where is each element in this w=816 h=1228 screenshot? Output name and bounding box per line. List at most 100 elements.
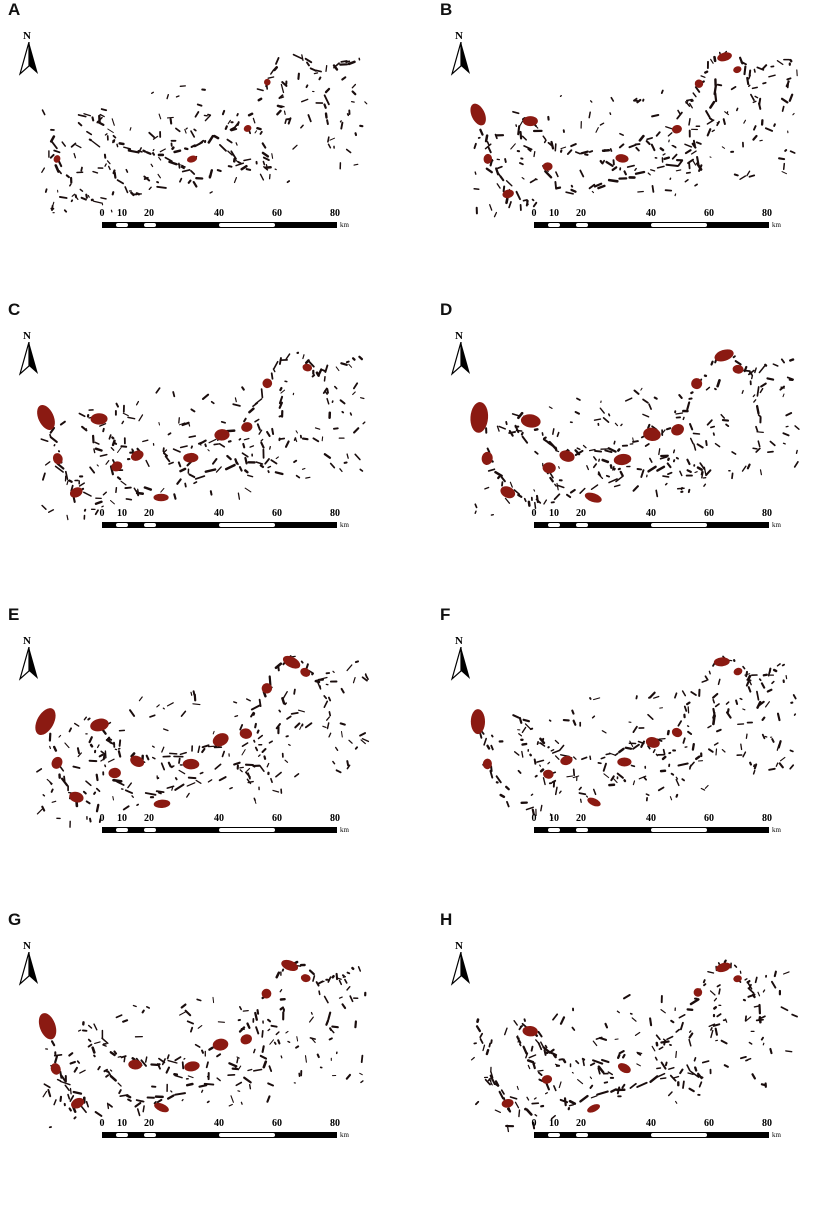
stream-fragment [359,468,364,472]
stream-fragment [365,673,368,678]
stream-fragment [558,1081,562,1089]
stream-segment [696,1074,704,1079]
stream-segment [87,717,91,721]
stream-fragment [532,1121,536,1130]
stream-fragment [76,1060,81,1064]
stream-segment [590,1095,598,1099]
hotspot-area [261,683,273,694]
stream-segment [207,745,218,748]
stream-segment [116,780,125,786]
stream-segment [479,1038,484,1044]
hotspot-area [90,718,109,732]
stream-fragment [36,768,43,773]
stream-fragment [217,1021,225,1023]
stream-fragment [151,745,155,748]
stream-fragment [776,744,780,751]
stream-segment [665,427,672,431]
scale-unit: km [340,1131,349,1139]
stream-fragment [273,1041,277,1045]
stream-fragment [97,1065,101,1071]
stream-segment [679,1068,684,1075]
panel-letter: D [440,300,453,319]
stream-fragment [591,190,595,194]
stream-segment [111,436,115,440]
hotspot-area [470,402,489,433]
north-label: N [23,30,31,42]
stream-fragment [675,456,679,460]
stream-fragment [351,100,355,103]
stream-fragment [536,759,545,763]
stream-fragment [40,438,49,442]
stream-fragment [186,792,190,798]
stream-fragment [73,1066,78,1073]
stream-fragment [764,735,768,738]
stream-segment [246,474,254,478]
stream-fragment [253,797,257,804]
stream-fragment [178,417,180,424]
stream-segment [69,1095,75,1102]
stream-segment [254,398,263,405]
stream-segment [354,660,359,664]
stream-fragment [236,113,239,117]
stream-fragment [634,1031,641,1037]
stream-segment [522,718,531,723]
stream-segment [174,783,185,791]
stream-segment [580,150,589,155]
stream-segment [597,184,606,190]
stream-fragment [548,719,552,722]
stream-segment [213,134,220,140]
stream-fragment [720,413,726,419]
stream-fragment [68,727,72,733]
stream-fragment [688,1087,695,1093]
stream-fragment [259,173,265,181]
north-arrow: N [18,30,42,78]
stream-fragment [612,465,615,471]
stream-fragment [711,129,715,133]
stream-fragment [271,427,275,435]
stream-fragment [247,780,254,784]
stream-segment [751,374,754,380]
stream-fragment [169,117,173,125]
stream-fragment [190,408,196,413]
stream-fragment [346,986,351,991]
stream-segment [275,57,280,65]
stream-segment [318,990,321,996]
stream-segment [323,700,329,708]
stream-segment [279,1006,285,1011]
stream-fragment [589,697,592,700]
stream-segment [760,1036,764,1041]
stream-segment [257,734,264,740]
stream-segment [662,153,666,156]
stream-fragment [716,728,722,733]
stream-fragment [689,102,693,109]
stream-fragment [98,818,102,824]
stream-fragment [682,416,685,421]
stream-fragment [743,119,747,124]
stream-segment [247,1068,253,1072]
stream-fragment [295,430,298,434]
stream-fragment [722,118,726,125]
stream-fragment [206,1100,210,1104]
stream-fragment [701,1060,710,1064]
scale-bar-segment [651,828,707,832]
stream-fragment [162,707,165,710]
stream-network-map [470,959,798,1133]
stream-fragment [735,699,739,705]
stream-segment [511,413,520,417]
stream-segment [124,486,132,490]
stream-segment [489,1074,496,1085]
stream-fragment [553,493,561,501]
stream-segment [268,675,272,687]
stream-fragment [235,142,238,146]
stream-segment [566,448,570,452]
stream-segment [72,496,76,503]
stream-fragment [669,796,673,801]
stream-fragment [716,120,720,127]
stream-fragment [785,412,793,417]
stream-fragment [785,1050,793,1053]
stream-segment [755,404,760,415]
stream-fragment [305,84,309,89]
stream-segment [357,966,362,972]
north-arrow: N [18,940,42,988]
hotspot-area [108,767,121,779]
